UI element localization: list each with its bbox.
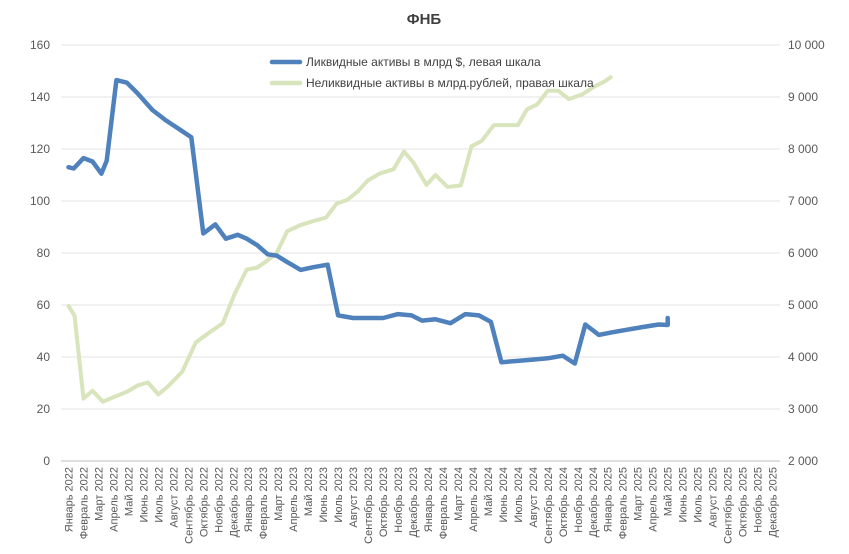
- x-tick-label: Март 2025: [633, 467, 645, 521]
- x-tick-label: Июнь 2022: [138, 467, 150, 523]
- y-left-tick-label: 160: [30, 38, 50, 52]
- x-tick-label: Апрель 2022: [108, 467, 120, 532]
- legend-label: Неликвидные активы в млрд.рублей, правая…: [306, 76, 594, 90]
- x-tick-label: Апрель 2024: [468, 467, 480, 532]
- x-tick-label: Сентябрь 2024: [543, 467, 555, 544]
- x-tick-label: Декабрь 2022: [228, 467, 240, 537]
- y-left-tick-label: 40: [37, 350, 51, 364]
- x-tick-label: Октябрь 2022: [198, 467, 210, 537]
- x-tick-label: Сентябрь 2022: [183, 467, 195, 544]
- x-tick-label: Август 2025: [708, 467, 720, 528]
- x-tick-label: Май 2025: [663, 467, 675, 516]
- y-right-tick-label: 3 000: [788, 402, 818, 416]
- y-axis-right: 2 000 3 000 4 000 5 000 6 000 7 000 8 000 9 000…: [788, 38, 825, 468]
- x-tick-label: Февраль 2024: [438, 467, 450, 539]
- x-tick-label: Февраль 2022: [78, 467, 90, 539]
- x-tick-label: Ноябрь 2022: [213, 467, 225, 533]
- x-tick-label: Июль 2025: [693, 467, 705, 523]
- x-tick-label: Октябрь 2023: [378, 467, 390, 537]
- gridlines: [61, 44, 780, 462]
- y-right-tick-label: 8 000: [788, 142, 818, 156]
- x-tick-label: Июль 2024: [513, 467, 525, 523]
- y-right-tick-label: 2 000: [788, 454, 818, 468]
- x-tick-label: Июнь 2023: [318, 467, 330, 523]
- y-right-tick-label: 10 000: [788, 38, 825, 52]
- x-tick-label: Июль 2022: [153, 467, 165, 523]
- x-tick-label: Февраль 2025: [618, 467, 630, 539]
- y-right-tick-label: 6 000: [788, 246, 818, 260]
- x-tick-label: Июнь 2024: [498, 467, 510, 523]
- chart-title: ФНБ: [407, 11, 442, 28]
- y-left-tick-label: 20: [37, 402, 51, 416]
- x-tick-label: Август 2022: [168, 467, 180, 528]
- x-tick-label: Декабрь 2024: [588, 467, 600, 537]
- x-tick-label: Январь 2022: [63, 467, 75, 532]
- y-left-tick-label: 0: [43, 454, 50, 468]
- x-tick-label: Январь 2025: [603, 467, 615, 532]
- x-tick-label: Март 2023: [273, 467, 285, 521]
- y-left-tick-label: 80: [37, 246, 51, 260]
- x-tick-label: Май 2023: [303, 467, 315, 516]
- y-left-tick-label: 60: [37, 298, 51, 312]
- x-tick-label: Ноябрь 2025: [753, 467, 765, 533]
- x-tick-label: Февраль 2023: [258, 467, 270, 539]
- y-left-tick-label: 140: [30, 90, 50, 104]
- y-right-tick-label: 7 000: [788, 194, 818, 208]
- x-tick-label: Май 2022: [123, 467, 135, 516]
- x-tick-label: Январь 2024: [423, 467, 435, 532]
- x-tick-label: Июль 2023: [333, 467, 345, 523]
- series-line-illiquid-assets: [66, 75, 613, 404]
- x-tick-label: Июнь 2025: [678, 467, 690, 523]
- x-tick-label: Август 2024: [528, 467, 540, 528]
- x-tick-label: Январь 2023: [243, 467, 255, 532]
- x-tick-label: Ноябрь 2023: [393, 467, 405, 533]
- x-tick-label: Март 2024: [453, 467, 465, 521]
- series-lines: [66, 75, 670, 404]
- legend: Ликвидные активы в млрд $, левая шкала Не…: [269, 55, 594, 90]
- x-tick-label: Октябрь 2024: [558, 467, 570, 537]
- y-left-tick-label: 120: [30, 142, 50, 156]
- y-left-tick-label: 100: [30, 194, 50, 208]
- y-right-tick-label: 5 000: [788, 298, 818, 312]
- y-right-tick-label: 9 000: [788, 90, 818, 104]
- x-tick-label: Сентябрь 2025: [723, 467, 735, 544]
- x-tick-label: Август 2023: [348, 467, 360, 528]
- y-right-tick-label: 4 000: [788, 350, 818, 364]
- x-tick-label: Сентябрь 2023: [363, 467, 375, 544]
- x-tick-label: Октябрь 2025: [738, 467, 750, 537]
- legend-label: Ликвидные активы в млрд $, левая шкала: [306, 55, 541, 69]
- y-axis-left: 0 20 40 60 80 100 120 140 160: [30, 38, 50, 468]
- series-line-liquid-assets: [66, 77, 670, 366]
- x-tick-label: Декабрь 2023: [408, 467, 420, 537]
- x-tick-label: Ноябрь 2024: [573, 467, 585, 533]
- x-tick-label: Март 2022: [93, 467, 105, 521]
- x-tick-label: Май 2024: [483, 467, 495, 516]
- x-tick-label: Апрель 2023: [288, 467, 300, 532]
- x-tick-label: Декабрь 2025: [768, 467, 780, 537]
- x-axis: Январь 2022 Февраль 2022 Март 2022 Апрель 2…: [63, 467, 779, 544]
- x-tick-label: Апрель 2025: [648, 467, 660, 532]
